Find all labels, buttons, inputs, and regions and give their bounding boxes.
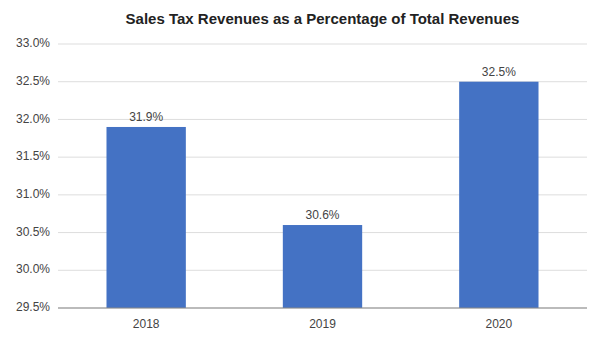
chart-container: Sales Tax Revenues as a Percentage of To… <box>0 0 605 340</box>
y-tick-label: 32.0% <box>16 112 50 126</box>
x-tick-label: 2020 <box>485 317 512 331</box>
y-tick-label: 29.5% <box>16 300 50 314</box>
bar <box>459 82 538 308</box>
x-axis-line <box>58 308 587 309</box>
bar <box>106 127 185 308</box>
chart-title: Sales Tax Revenues as a Percentage of To… <box>126 10 520 27</box>
bar <box>283 225 362 308</box>
page: {"chart_data": {"type": "bar", "title": … <box>0 0 605 340</box>
data-labels: 31.9% 30.6% 32.5% <box>129 65 516 222</box>
x-tick-label: 2018 <box>133 317 160 331</box>
y-tick-label: 31.0% <box>16 187 50 201</box>
x-axis: 2018 2019 2020 <box>58 308 587 331</box>
x-tick-label: 2019 <box>309 317 336 331</box>
chart-svg: Sales Tax Revenues as a Percentage of To… <box>0 0 605 340</box>
y-tick-label: 31.5% <box>16 149 50 163</box>
y-axis: 29.5% 30.0% 30.5% 31.0% 31.5% 32.0% 32.5% 33.0% <box>16 36 50 314</box>
y-tick-label: 32.5% <box>16 74 50 88</box>
y-tick-label: 30.0% <box>16 262 50 276</box>
grid-line <box>58 308 587 309</box>
data-label: 31.9% <box>129 110 163 124</box>
data-label: 30.6% <box>305 208 339 222</box>
y-tick-label: 33.0% <box>16 36 50 50</box>
y-tick-label: 30.5% <box>16 225 50 239</box>
grid-line <box>58 44 587 45</box>
data-label: 32.5% <box>482 65 516 79</box>
grid <box>58 44 587 308</box>
bars <box>106 82 538 308</box>
